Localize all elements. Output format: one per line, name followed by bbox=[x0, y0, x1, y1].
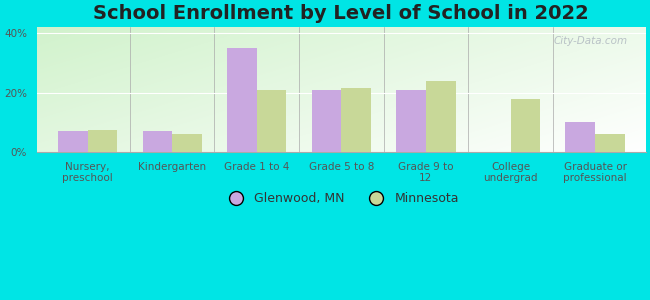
Bar bbox=[510, 99, 540, 152]
Bar bbox=[142, 131, 172, 152]
Bar bbox=[257, 90, 287, 152]
Bar bbox=[227, 48, 257, 152]
Legend: Glenwood, MN, Minnesota: Glenwood, MN, Minnesota bbox=[218, 188, 465, 210]
Bar bbox=[58, 131, 88, 152]
Bar bbox=[426, 81, 456, 152]
Bar bbox=[88, 130, 117, 152]
Bar bbox=[595, 134, 625, 152]
Bar bbox=[312, 90, 341, 152]
Bar bbox=[172, 134, 202, 152]
Title: School Enrollment by Level of School in 2022: School Enrollment by Level of School in … bbox=[94, 4, 590, 23]
Bar bbox=[566, 122, 595, 152]
Bar bbox=[396, 90, 426, 152]
Bar bbox=[341, 88, 371, 152]
Text: City-Data.com: City-Data.com bbox=[553, 36, 627, 46]
